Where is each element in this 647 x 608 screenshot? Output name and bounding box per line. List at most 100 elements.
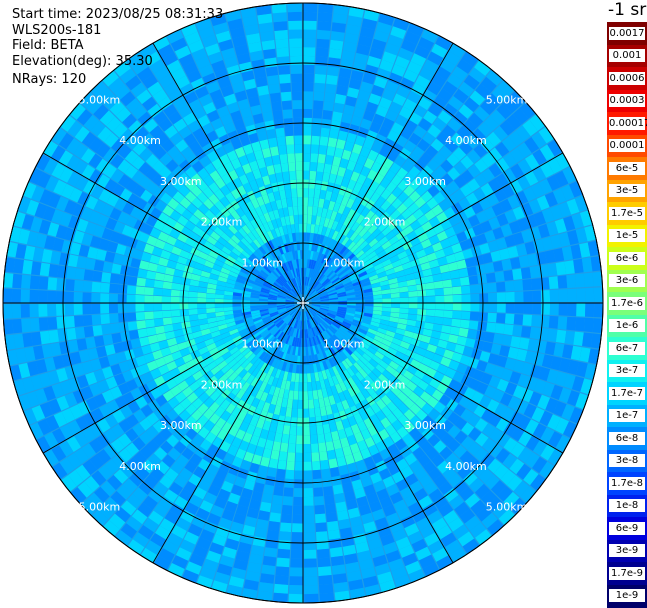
range-gate (516, 348, 528, 362)
range-gate (264, 354, 273, 365)
range-gate (444, 303, 453, 311)
range-gate (268, 137, 278, 148)
range-gate (444, 50, 461, 66)
range-gate (207, 361, 218, 371)
range-gate (480, 372, 493, 385)
range-gate (124, 164, 138, 179)
range-gate (290, 289, 298, 297)
range-gate (266, 322, 275, 329)
range-gate (316, 272, 323, 281)
range-gate (396, 458, 409, 471)
range-gate (379, 280, 390, 287)
range-gate (325, 329, 333, 338)
range-gate (147, 139, 161, 154)
range-gate (437, 460, 451, 474)
range-gate (368, 238, 379, 248)
range-gate (259, 429, 269, 440)
range-gate (164, 125, 178, 139)
range-gate (255, 369, 264, 380)
range-gate (449, 495, 464, 510)
range-gate (470, 245, 482, 257)
range-gate (132, 141, 147, 156)
range-gate (253, 408, 262, 419)
range-gate (277, 460, 287, 470)
range-gate (288, 29, 302, 39)
range-gate (558, 289, 568, 302)
range-gate (324, 92, 336, 103)
range-gate (235, 196, 246, 207)
range-gate (464, 515, 481, 531)
range-gate (216, 105, 230, 118)
range-gate (145, 215, 158, 227)
range-gate (263, 364, 271, 374)
range-gate (309, 319, 314, 328)
range-gate (453, 175, 467, 189)
range-gate (420, 391, 432, 403)
range-gate (319, 583, 334, 594)
range-gate (392, 225, 403, 236)
range-gate (29, 318, 40, 332)
range-gate (334, 147, 344, 158)
range-gate (523, 291, 533, 303)
range-gate (538, 366, 551, 382)
range-gate (338, 410, 348, 421)
range-gate (268, 356, 275, 366)
range-gate (233, 312, 243, 318)
range-gate (291, 73, 303, 83)
range-gate (513, 279, 524, 291)
range-gate (9, 364, 22, 381)
range-gate (291, 197, 298, 207)
range-gate (240, 6, 257, 19)
range-gate (73, 363, 85, 377)
range-gate (501, 183, 515, 198)
colorbar-label: 3e-7 (609, 364, 645, 378)
range-gate (205, 431, 217, 444)
range-gate (516, 463, 532, 480)
range-gate (291, 408, 298, 418)
range-gate (236, 341, 246, 350)
range-gate (259, 371, 267, 382)
range-gate (111, 453, 126, 469)
range-gate (391, 198, 403, 209)
range-gate (296, 435, 303, 445)
range-gate (280, 442, 289, 453)
range-gate (584, 363, 597, 380)
range-gate (315, 234, 321, 244)
range-gate (41, 344, 53, 358)
range-gate (250, 305, 260, 309)
range-gate (221, 351, 232, 360)
range-gate (24, 346, 36, 362)
range-gate (440, 238, 451, 249)
range-gate (220, 207, 231, 218)
range-gate (91, 509, 109, 526)
range-gate (165, 421, 179, 434)
range-gate (448, 234, 460, 246)
range-gate (510, 163, 525, 179)
range-gate (362, 315, 372, 321)
range-gate (198, 346, 209, 356)
range-gate (482, 341, 493, 353)
range-gate (385, 80, 399, 93)
range-gate (378, 125, 391, 138)
range-gate (220, 184, 231, 196)
range-gate (538, 178, 553, 195)
range-gate (81, 427, 96, 443)
range-gate (303, 197, 309, 207)
range-gate (249, 435, 260, 446)
range-gate (378, 275, 389, 283)
range-gate (206, 342, 217, 352)
range-gate (426, 197, 439, 210)
range-gate (319, 307, 329, 312)
range-gate (332, 111, 343, 122)
range-gate (276, 557, 290, 568)
range-gate (362, 575, 379, 588)
range-gate (208, 250, 219, 259)
range-gate (398, 313, 409, 320)
range-gate (373, 480, 386, 493)
range-gate (126, 457, 141, 472)
range-gate (307, 382, 313, 392)
range-gate (365, 210, 375, 221)
range-gate (156, 332, 167, 342)
range-gate (373, 173, 385, 185)
range-gate (417, 309, 427, 316)
